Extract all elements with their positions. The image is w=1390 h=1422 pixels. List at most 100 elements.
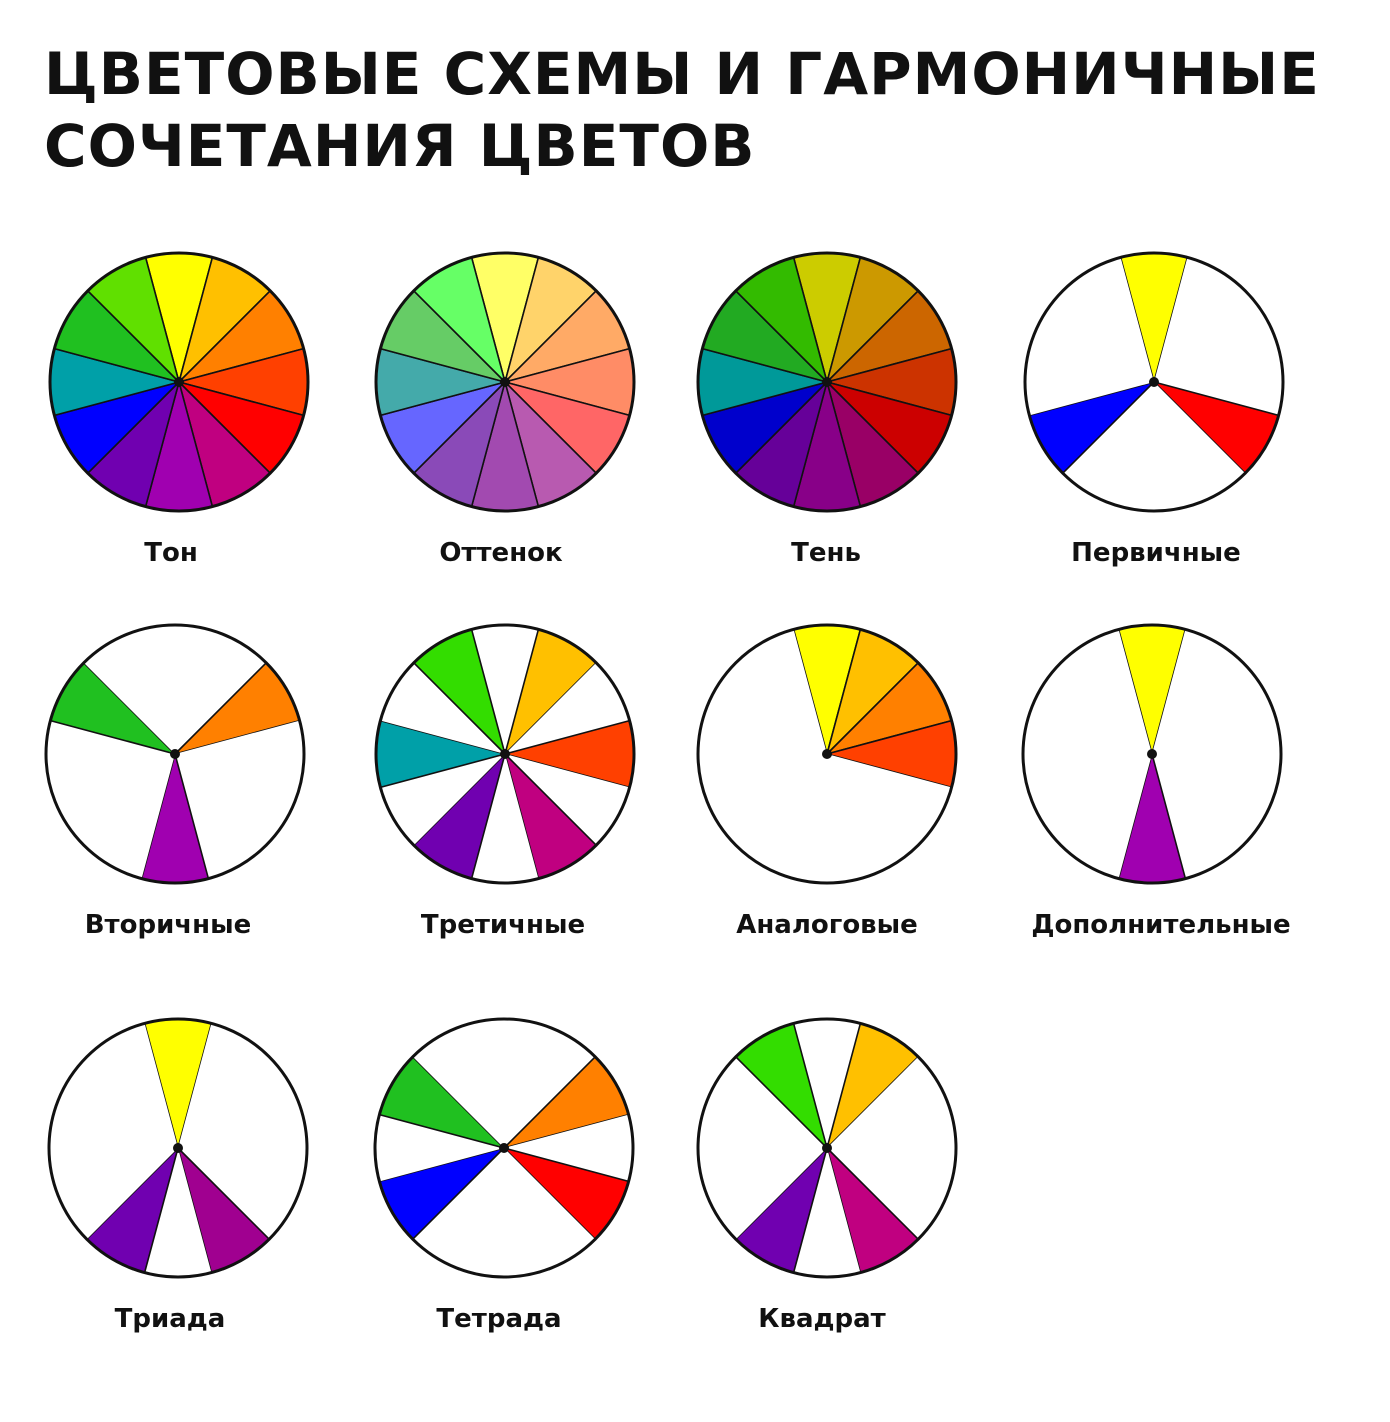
wheel-segment-empty xyxy=(1154,382,1246,507)
wheel-center-dot xyxy=(1147,749,1157,759)
wheel-segment-empty xyxy=(702,754,827,846)
wheel-segment-empty xyxy=(504,1023,596,1148)
wheel-segment-empty xyxy=(178,1056,303,1148)
wheel-label-tetrada: Тетрада xyxy=(436,1304,562,1334)
wheel-svg xyxy=(48,251,310,513)
wheel-segment-empty xyxy=(1060,629,1152,754)
wheel-segment-empty xyxy=(375,1114,504,1182)
wheel-segment-empty xyxy=(1062,382,1154,507)
wheel-segment-empty xyxy=(50,754,175,846)
wheel-vtorichnye xyxy=(40,619,310,889)
wheel-segment-empty xyxy=(144,1148,212,1277)
wheel-center-dot xyxy=(1149,377,1159,387)
wheel-segment-empty xyxy=(702,662,827,754)
wheel-segment-empty xyxy=(53,1148,178,1240)
wheel-segment-empty xyxy=(827,1148,952,1240)
wheel-segment-empty xyxy=(1025,348,1154,416)
wheel-segment-empty xyxy=(1120,382,1188,511)
wheel-segment-empty xyxy=(827,754,919,879)
wheel-label-tretichnye: Третичные xyxy=(420,910,586,940)
wheel-label-analogovye: Аналоговые xyxy=(736,910,918,940)
wheel-label-dopolnitelnye: Дополнительные xyxy=(1031,910,1291,940)
wheel-segment-empty xyxy=(1023,720,1152,788)
wheel-segment-empty xyxy=(1027,662,1152,754)
wheel-segment-empty xyxy=(412,1148,504,1273)
wheel-svg xyxy=(374,251,636,513)
wheel-segment-empty xyxy=(1154,257,1246,382)
wheel-svg xyxy=(696,1017,958,1279)
wheel-tretichnye xyxy=(370,619,640,889)
wheel-segment-empty xyxy=(1060,754,1152,879)
wheel-center-dot xyxy=(822,1143,832,1153)
wheel-segment-empty xyxy=(698,720,827,788)
wheel-segment-empty xyxy=(827,1056,952,1148)
wheel-segment-empty xyxy=(1029,290,1154,382)
wheel-outline xyxy=(44,623,306,885)
wheel-center-dot xyxy=(173,1143,183,1153)
wheel-segment-empty xyxy=(175,629,267,754)
wheel-segment-empty xyxy=(827,1114,956,1182)
page-title-line-2: СОЧЕТАНИЯ ЦВЕТОВ xyxy=(44,112,756,180)
wheel-segment-empty xyxy=(470,1148,538,1277)
wheel-segment-empty xyxy=(505,754,630,846)
wheel-center-dot xyxy=(822,749,832,759)
wheel-svg xyxy=(373,1017,635,1279)
wheel-tetrada xyxy=(369,1013,639,1283)
wheel-segment-empty xyxy=(178,1148,303,1240)
wheel-segment-empty xyxy=(1152,629,1244,754)
wheel-kvadrat xyxy=(692,1013,962,1283)
wheel-outline xyxy=(696,1017,958,1279)
wheel-svg xyxy=(44,623,306,885)
wheel-outline xyxy=(47,1017,309,1279)
wheel-segment-empty xyxy=(702,1148,827,1240)
wheel-ten xyxy=(692,247,962,517)
wheel-segment-empty xyxy=(702,1056,827,1148)
wheel-segment-empty xyxy=(53,1056,178,1148)
wheel-segment-empty xyxy=(1154,348,1283,416)
wheel-segment-empty xyxy=(83,629,175,754)
wheel-svg xyxy=(374,623,636,885)
wheel-segment-empty xyxy=(698,1114,827,1182)
wheel-segment-empty xyxy=(178,1114,307,1182)
wheel-outline xyxy=(696,623,958,885)
wheel-center-dot xyxy=(174,377,184,387)
wheel-svg xyxy=(696,251,958,513)
wheel-segment-empty xyxy=(1152,754,1244,879)
wheel-segment-empty xyxy=(1152,662,1277,754)
wheel-segment-empty xyxy=(735,754,827,879)
wheel-center-dot xyxy=(500,749,510,759)
wheel-segment-empty xyxy=(827,754,952,846)
wheel-label-kvadrat: Квадрат xyxy=(758,1304,886,1334)
wheel-label-ten: Тень xyxy=(791,538,861,568)
wheel-outline xyxy=(374,623,636,885)
wheel-label-vtorichnye: Вторичные xyxy=(84,910,252,940)
wheel-segment-empty xyxy=(49,1114,179,1182)
wheel-segment-empty xyxy=(141,625,209,754)
wheel-segment-empty xyxy=(380,662,505,754)
wheel-segment-empty xyxy=(1027,754,1152,846)
wheel-segment-empty xyxy=(83,754,175,879)
wheel-label-pervichnye: Первичные xyxy=(1071,538,1241,568)
wheel-segment-empty xyxy=(793,754,861,883)
wheel-svg xyxy=(1021,623,1283,885)
wheel-segment-empty xyxy=(470,1019,538,1148)
wheel-segment-empty xyxy=(793,1148,861,1277)
wheel-center-dot xyxy=(499,1143,509,1153)
wheel-label-ottenok: Оттенок xyxy=(439,538,563,568)
wheel-segment-empty xyxy=(505,662,630,754)
wheel-ton xyxy=(44,247,314,517)
wheel-segment-empty xyxy=(793,1019,861,1148)
wheel-center-dot xyxy=(822,377,832,387)
wheel-segment-empty xyxy=(1152,754,1277,846)
wheel-segment-empty xyxy=(1154,290,1279,382)
page-title: ЦВЕТОВЫЕ СХЕМЫ И ГАРМОНИЧНЫЕ СОЧЕТАНИЯ Ц… xyxy=(44,38,1364,182)
wheel-triada xyxy=(43,1013,313,1283)
wheel-segment-empty xyxy=(471,754,539,883)
wheel-label-triada: Триада xyxy=(114,1304,226,1334)
wheel-center-dot xyxy=(170,749,180,759)
wheel-segment-empty xyxy=(471,625,539,754)
wheel-segment-empty xyxy=(735,629,827,754)
wheel-outline xyxy=(1023,251,1285,513)
wheel-ottenok xyxy=(370,247,640,517)
